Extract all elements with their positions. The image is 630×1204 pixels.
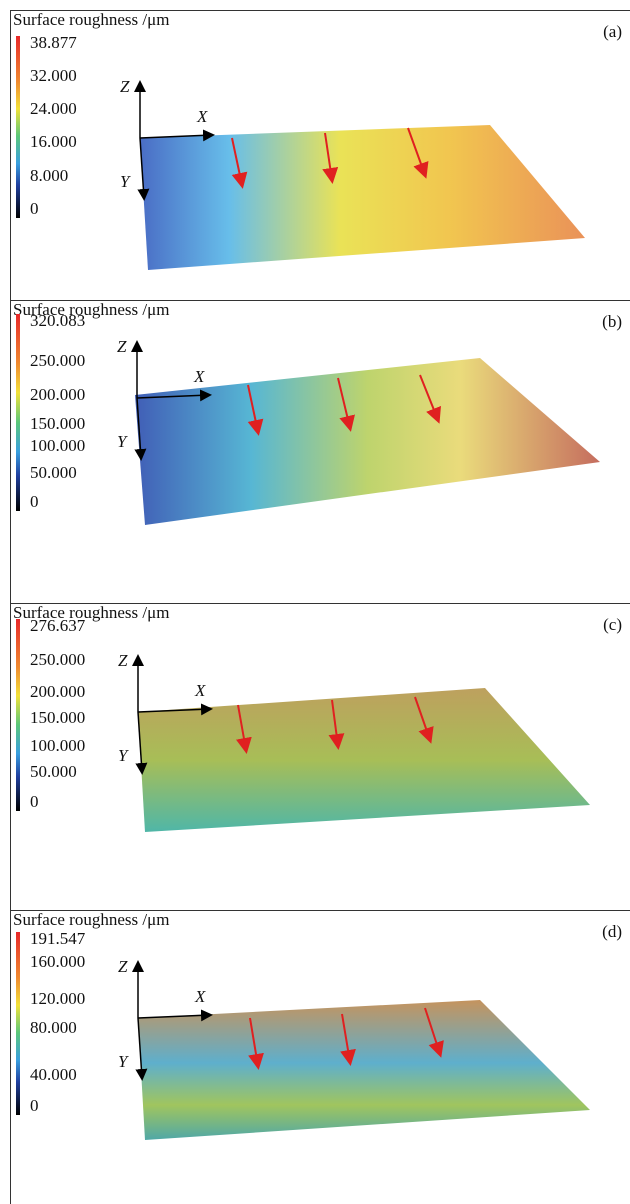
x-label: X xyxy=(194,681,206,700)
colorbar-label: 50.000 xyxy=(30,463,77,482)
y-axis xyxy=(137,137,150,201)
indicator-arrow xyxy=(407,127,429,179)
x-label: X xyxy=(193,367,205,386)
panel-title: Surface roughness /μm xyxy=(13,10,169,29)
panel-title: Surface roughness /μm xyxy=(13,300,169,319)
x-label: X xyxy=(196,107,208,126)
colorbar-label: 320.083 xyxy=(30,311,85,330)
colorbar-label: 40.000 xyxy=(30,1065,77,1084)
indicator-arrow xyxy=(231,137,248,189)
colorbar-label: 191.547 xyxy=(30,929,86,948)
z-label: Z xyxy=(120,77,130,96)
panel-frame xyxy=(10,910,630,1204)
colorbar-label: 50.000 xyxy=(30,762,77,781)
colorbar-label: 250.000 xyxy=(30,650,85,669)
x-label: X xyxy=(194,987,206,1006)
colorbar-label: 38.877 xyxy=(30,33,77,52)
y-label: Y xyxy=(118,746,129,765)
y-label: Y xyxy=(118,1052,129,1071)
indicator-arrow xyxy=(337,377,355,432)
x-axis xyxy=(137,1009,213,1022)
colorbar-label: 160.000 xyxy=(30,952,85,971)
surface xyxy=(138,688,590,832)
colorbar xyxy=(16,36,20,218)
colorbar-label: 120.000 xyxy=(30,989,85,1008)
indicator-arrow xyxy=(414,696,434,744)
indicator-arrow xyxy=(236,704,252,754)
surface xyxy=(138,1000,590,1140)
indicator-arrow xyxy=(424,1007,444,1058)
x-axis xyxy=(139,129,215,142)
x-axis xyxy=(137,703,213,716)
z-label: Z xyxy=(117,337,127,356)
indicator-arrow xyxy=(322,132,339,184)
colorbar-label: 80.000 xyxy=(30,1018,77,1037)
colorbar-label: 16.000 xyxy=(30,132,77,151)
indicator-arrow xyxy=(247,384,264,436)
colorbar xyxy=(16,932,20,1115)
panel-label: (b) xyxy=(602,312,622,331)
colorbar-label: 150.000 xyxy=(30,414,85,433)
colorbar-label: 200.000 xyxy=(30,682,85,701)
colorbar-label: 24.000 xyxy=(30,99,77,118)
colorbar-label: 0 xyxy=(30,792,39,811)
panel-title: Surface roughness /μm xyxy=(13,910,169,929)
indicator-arrow xyxy=(340,1013,356,1066)
indicator-arrow xyxy=(328,699,345,750)
y-label: Y xyxy=(117,432,128,451)
colorbar-label: 276.637 xyxy=(30,616,86,635)
panel-title: Surface roughness /μm xyxy=(13,603,169,622)
panel-label: (d) xyxy=(602,922,622,941)
y-axis xyxy=(134,397,147,461)
colorbar-label: 0 xyxy=(30,492,39,511)
panel-label: (a) xyxy=(603,22,622,41)
colorbar-label: 100.000 xyxy=(30,736,85,755)
colorbar-label: 8.000 xyxy=(30,166,68,185)
surface xyxy=(140,125,585,270)
colorbar-label: 200.000 xyxy=(30,385,85,404)
z-label: Z xyxy=(118,651,128,670)
x-axis xyxy=(136,389,212,402)
colorbar xyxy=(16,314,20,511)
colorbar xyxy=(16,619,20,811)
colorbar-label: 0 xyxy=(30,199,39,218)
surface xyxy=(135,358,600,525)
colorbar-label: 150.000 xyxy=(30,708,85,727)
colorbar-label: 32.000 xyxy=(30,66,77,85)
indicator-arrow xyxy=(419,374,441,424)
colorbar-label: 100.000 xyxy=(30,436,85,455)
z-label: Z xyxy=(118,957,128,976)
y-label: Y xyxy=(120,172,131,191)
panel-label: (c) xyxy=(603,615,622,634)
colorbar-label: 250.000 xyxy=(30,351,85,370)
y-axis xyxy=(135,711,148,775)
y-axis xyxy=(135,1017,148,1081)
indicator-arrow xyxy=(248,1017,264,1070)
colorbar-label: 0 xyxy=(30,1096,39,1115)
